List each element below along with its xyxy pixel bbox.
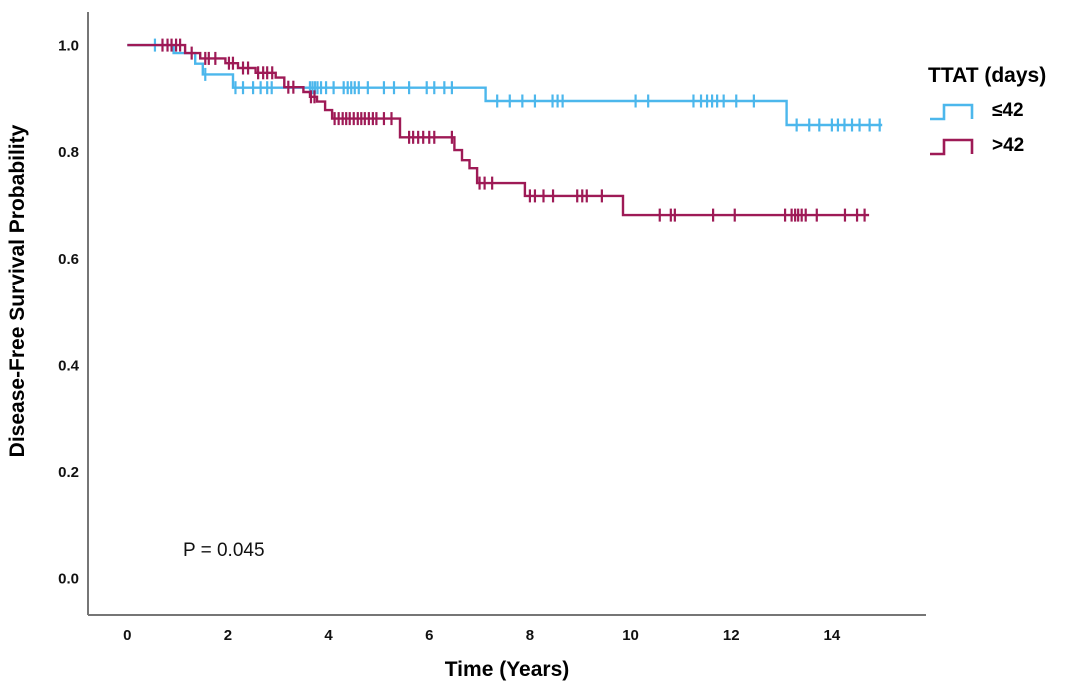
x-tick-label: 12: [723, 627, 740, 644]
legend: TTAT (days) ≤42 >42: [928, 64, 1078, 158]
y-tick-label: 1.0: [58, 38, 79, 55]
x-tick-label: 0: [123, 627, 131, 644]
y-tick-label: 0.6: [58, 251, 79, 268]
step-line-icon: [930, 103, 974, 121]
x-tick-label: 10: [622, 627, 639, 644]
y-tick-label: 0.4: [58, 357, 80, 374]
x-tick-label: 8: [526, 627, 534, 644]
x-tick-label: 2: [224, 627, 232, 644]
step-line-icon: [930, 138, 974, 156]
y-tick-label: 0.0: [58, 571, 79, 588]
legend-item-le42: ≤42: [928, 99, 1078, 123]
p-value-annotation: P = 0.045: [183, 540, 265, 561]
legend-title: TTAT (days): [928, 64, 1047, 87]
y-tick-label: 0.8: [58, 144, 79, 161]
legend-item-gt42: >42: [928, 134, 1078, 158]
km-curve-≤42: [127, 43, 883, 127]
km-curve->42: [127, 43, 870, 217]
x-tick-label: 14: [824, 627, 841, 644]
x-axis-title: Time (Years): [445, 658, 570, 681]
x-tick-label: 4: [324, 627, 333, 644]
y-axis-title: Disease-Free Survival Probability: [6, 124, 29, 457]
y-tick-label: 0.2: [58, 464, 79, 481]
legend-label: ≤42: [992, 100, 1024, 121]
legend-label: >42: [992, 135, 1025, 156]
x-tick-label: 6: [425, 627, 433, 644]
